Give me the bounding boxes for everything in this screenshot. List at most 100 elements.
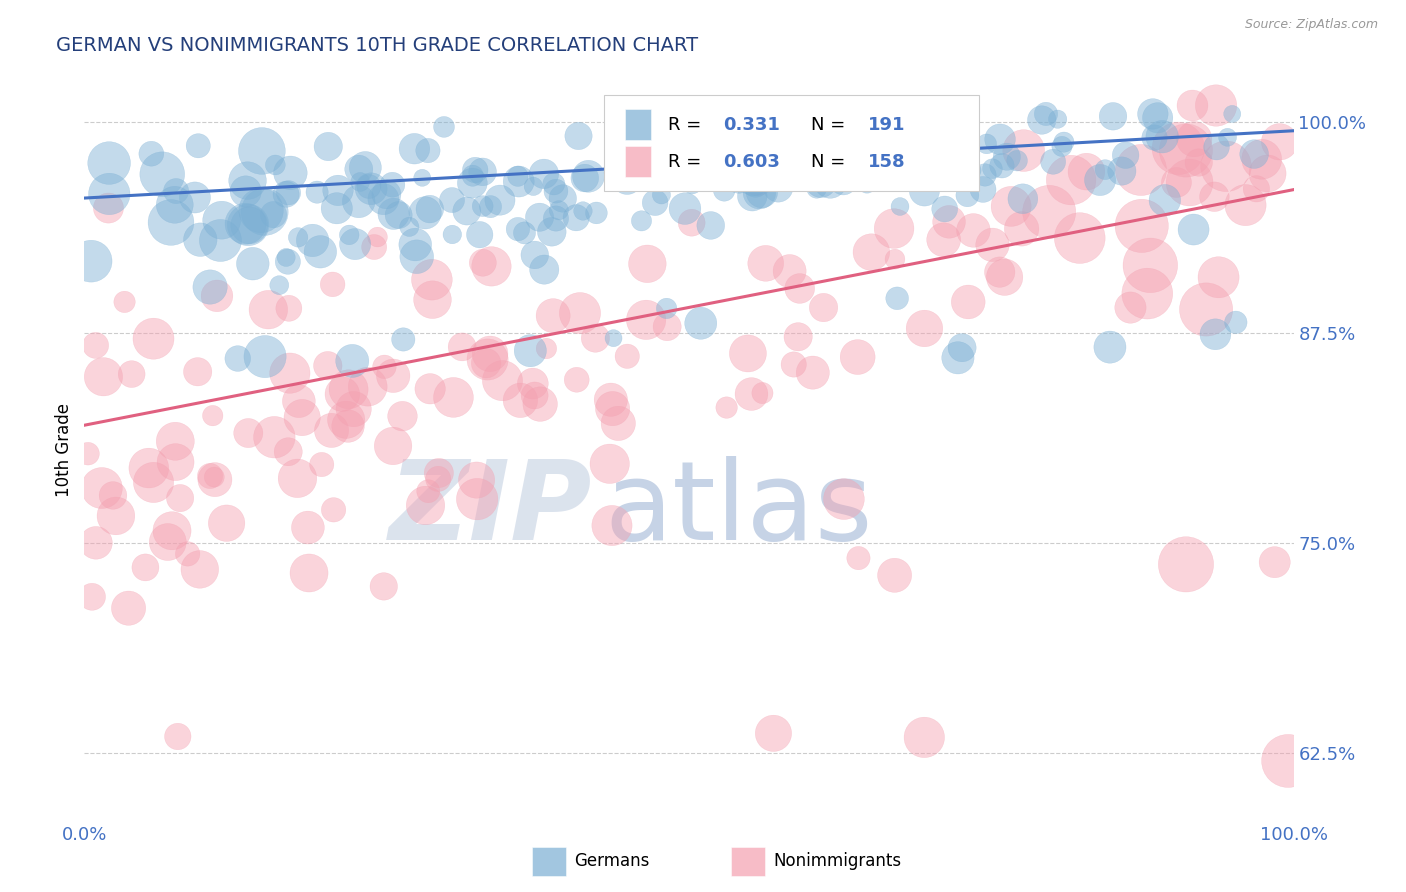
- Point: [957, 133, 980, 147]
- Point: [337, 419, 360, 434]
- Point: [287, 471, 309, 485]
- Point: [347, 194, 370, 209]
- Point: [202, 470, 225, 484]
- Point: [1094, 162, 1116, 177]
- Point: [886, 291, 908, 305]
- Point: [250, 144, 273, 158]
- Point: [602, 331, 624, 345]
- Point: [156, 535, 179, 549]
- Point: [427, 472, 450, 486]
- Point: [321, 424, 343, 438]
- Point: [1111, 164, 1133, 178]
- Point: [309, 244, 332, 259]
- Point: [636, 257, 658, 271]
- Point: [700, 219, 723, 233]
- Point: [263, 208, 285, 222]
- Point: [165, 184, 187, 198]
- Point: [921, 168, 943, 182]
- Point: [1181, 98, 1204, 112]
- Point: [903, 117, 925, 131]
- Point: [278, 366, 301, 380]
- Point: [415, 499, 437, 513]
- Point: [465, 492, 488, 507]
- Point: [142, 475, 165, 490]
- Point: [433, 120, 456, 134]
- Point: [974, 168, 997, 182]
- Point: [1142, 107, 1164, 121]
- Point: [416, 144, 439, 158]
- Point: [536, 342, 558, 356]
- Point: [382, 439, 405, 453]
- Point: [443, 391, 465, 405]
- Point: [860, 245, 883, 260]
- Point: [398, 219, 420, 234]
- Point: [807, 153, 830, 167]
- Point: [810, 175, 832, 189]
- Point: [761, 168, 783, 182]
- Point: [201, 409, 224, 423]
- Point: [519, 343, 541, 358]
- Point: [1000, 199, 1022, 213]
- Point: [326, 201, 349, 215]
- Point: [848, 551, 870, 566]
- Point: [316, 359, 339, 373]
- Point: [464, 163, 486, 178]
- Point: [540, 225, 562, 239]
- Point: [599, 392, 621, 407]
- Point: [138, 461, 160, 475]
- Point: [912, 184, 935, 198]
- Point: [946, 351, 969, 365]
- Point: [1166, 176, 1188, 190]
- Point: [616, 172, 638, 186]
- Point: [366, 230, 388, 244]
- Point: [187, 365, 209, 379]
- Point: [1178, 176, 1201, 190]
- Point: [1167, 141, 1189, 155]
- Point: [1119, 301, 1142, 315]
- Point: [291, 410, 314, 425]
- Point: [418, 484, 440, 499]
- Point: [630, 214, 652, 228]
- Point: [749, 162, 772, 177]
- Point: [461, 169, 484, 183]
- Point: [1038, 205, 1060, 219]
- Point: [883, 568, 905, 582]
- Point: [523, 248, 546, 262]
- Point: [254, 350, 277, 364]
- Point: [716, 401, 738, 415]
- Point: [187, 138, 209, 153]
- Point: [481, 260, 503, 274]
- Point: [950, 341, 973, 355]
- Point: [950, 142, 973, 156]
- Point: [673, 202, 696, 216]
- Point: [277, 254, 299, 268]
- Point: [1053, 135, 1076, 149]
- Bar: [531, 847, 565, 876]
- Point: [98, 156, 121, 170]
- Point: [1208, 270, 1230, 285]
- Point: [427, 466, 450, 480]
- Point: [751, 386, 773, 401]
- Point: [1130, 163, 1153, 178]
- Point: [489, 193, 512, 207]
- Point: [391, 409, 413, 424]
- Point: [1005, 153, 1028, 168]
- Point: [914, 321, 936, 335]
- Point: [1250, 153, 1272, 167]
- Point: [832, 492, 855, 507]
- Point: [205, 289, 228, 303]
- Point: [471, 199, 494, 213]
- Point: [253, 205, 276, 219]
- Point: [543, 177, 565, 191]
- Point: [373, 579, 395, 593]
- Point: [600, 518, 623, 533]
- Point: [1174, 144, 1197, 158]
- Text: R =: R =: [668, 116, 707, 134]
- Point: [912, 731, 935, 745]
- Point: [169, 491, 191, 505]
- Point: [404, 142, 426, 156]
- Point: [567, 128, 589, 143]
- Point: [287, 230, 309, 244]
- Point: [569, 306, 592, 320]
- Point: [235, 185, 257, 199]
